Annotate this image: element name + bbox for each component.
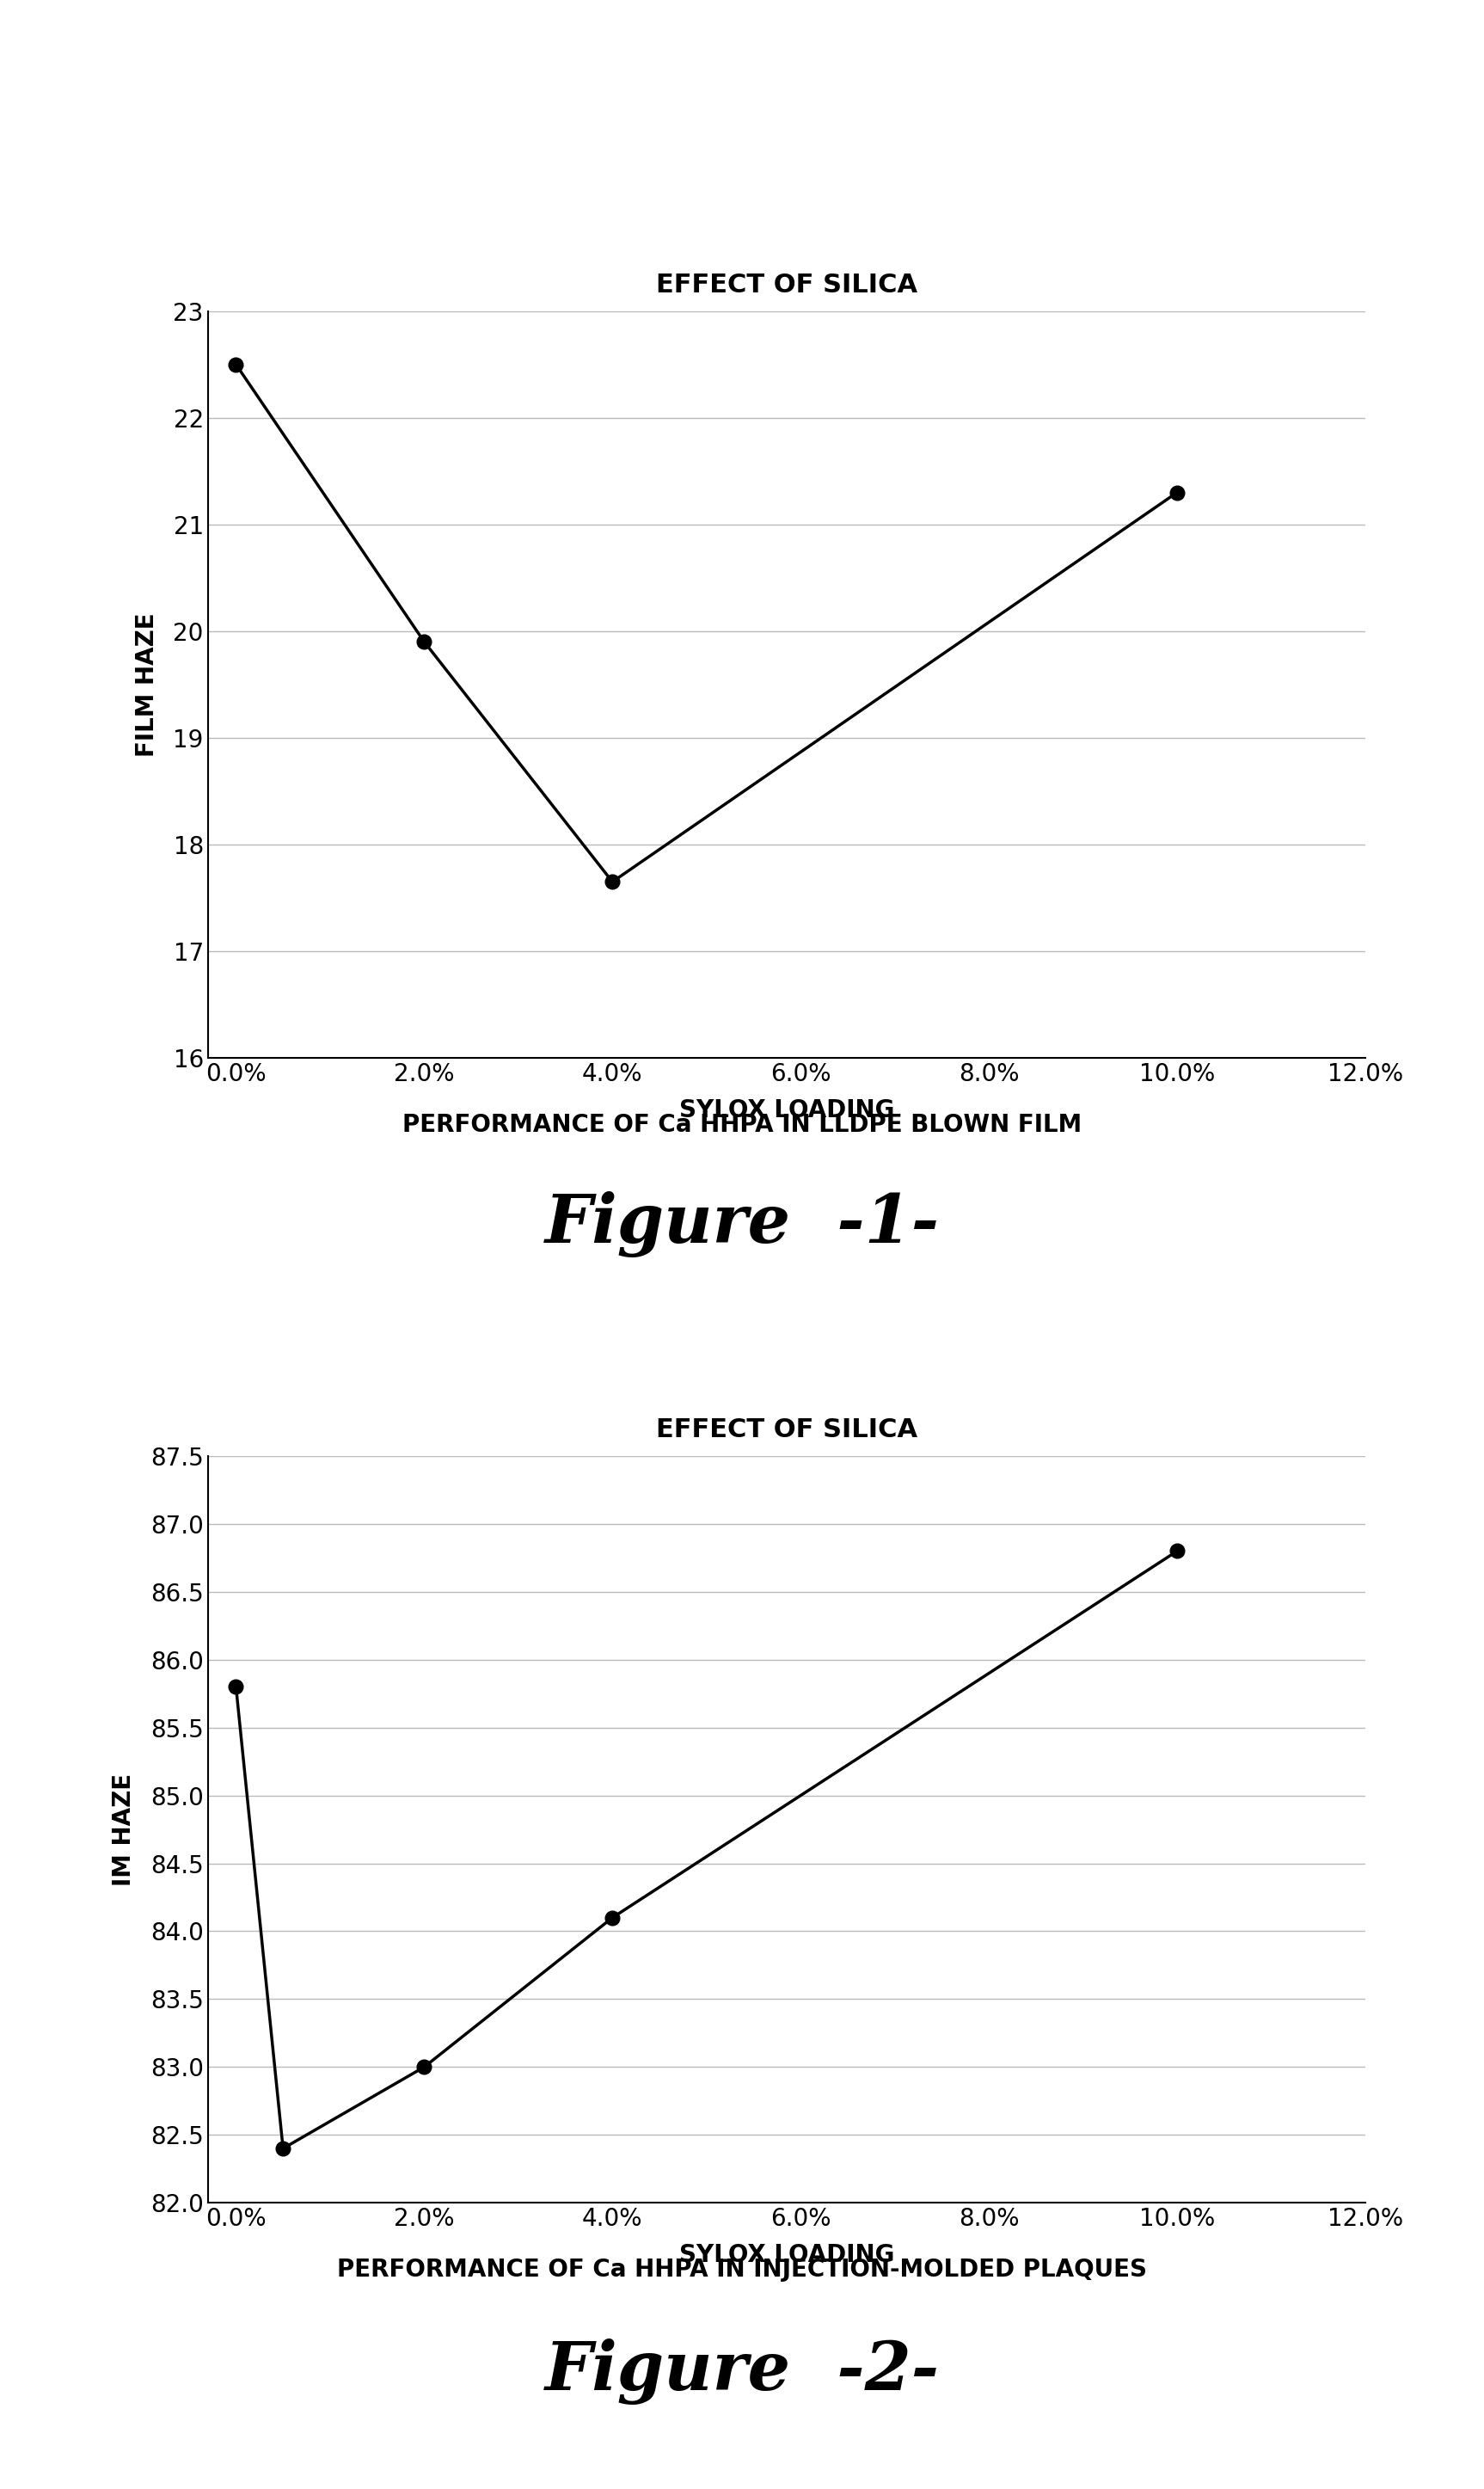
Title: EFFECT OF SILICA: EFFECT OF SILICA xyxy=(656,1416,917,1441)
Text: Figure  -2-: Figure -2- xyxy=(545,2340,939,2404)
Title: EFFECT OF SILICA: EFFECT OF SILICA xyxy=(656,271,917,296)
Text: Figure  -1-: Figure -1- xyxy=(545,1192,939,1257)
Y-axis label: FILM HAZE: FILM HAZE xyxy=(135,612,159,757)
Text: PERFORMANCE OF Ca HHPA IN LLDPE BLOWN FILM: PERFORMANCE OF Ca HHPA IN LLDPE BLOWN FI… xyxy=(402,1113,1082,1137)
Text: PERFORMANCE OF Ca HHPA IN INJECTION-MOLDED PLAQUES: PERFORMANCE OF Ca HHPA IN INJECTION-MOLD… xyxy=(337,2258,1147,2282)
X-axis label: SYLOX LOADING: SYLOX LOADING xyxy=(678,2243,895,2267)
Y-axis label: IM HAZE: IM HAZE xyxy=(111,1772,137,1887)
X-axis label: SYLOX LOADING: SYLOX LOADING xyxy=(678,1098,895,1123)
